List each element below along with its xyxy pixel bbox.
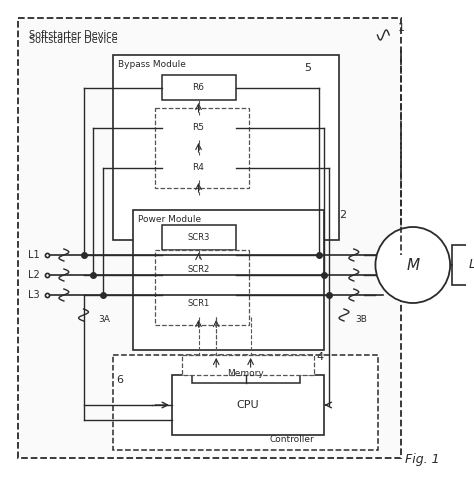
Circle shape bbox=[375, 227, 450, 303]
Bar bbox=[162, 258, 236, 283]
Bar bbox=[133, 210, 324, 350]
Bar bbox=[162, 115, 236, 140]
Bar bbox=[155, 108, 249, 188]
Text: L3: L3 bbox=[27, 290, 39, 300]
Text: 3A: 3A bbox=[98, 316, 110, 324]
Text: R5: R5 bbox=[192, 123, 204, 132]
Bar bbox=[18, 18, 401, 458]
Bar bbox=[113, 55, 339, 240]
Bar bbox=[162, 155, 236, 180]
Bar bbox=[155, 250, 249, 325]
Text: 3B: 3B bbox=[356, 316, 368, 324]
Text: Softstarter Device: Softstarter Device bbox=[29, 30, 118, 40]
Bar bbox=[162, 75, 236, 100]
Text: Bypass Module: Bypass Module bbox=[118, 60, 186, 69]
Bar bbox=[182, 355, 314, 375]
Text: SCR2: SCR2 bbox=[187, 265, 210, 274]
Bar bbox=[172, 375, 324, 435]
Bar bbox=[191, 365, 300, 383]
Text: M: M bbox=[406, 258, 419, 273]
Text: 5: 5 bbox=[305, 63, 312, 73]
Text: Power Module: Power Module bbox=[137, 215, 201, 224]
Text: L: L bbox=[468, 259, 474, 272]
Text: L1: L1 bbox=[27, 250, 39, 260]
Bar bbox=[162, 225, 236, 250]
Bar bbox=[113, 355, 378, 450]
Text: Controller: Controller bbox=[270, 435, 314, 444]
Text: Memory: Memory bbox=[228, 369, 264, 378]
Text: Fig. 1: Fig. 1 bbox=[405, 454, 440, 467]
Text: L2: L2 bbox=[27, 270, 39, 280]
Text: CPU: CPU bbox=[237, 400, 259, 410]
Text: 2: 2 bbox=[339, 210, 346, 220]
Text: SCR1: SCR1 bbox=[187, 299, 210, 308]
Bar bbox=[162, 292, 236, 317]
Text: R4: R4 bbox=[192, 162, 204, 171]
Text: Softstarter Device: Softstarter Device bbox=[29, 35, 118, 45]
Text: SCR3: SCR3 bbox=[187, 232, 210, 241]
Text: R6: R6 bbox=[192, 82, 204, 91]
Bar bbox=[452, 245, 474, 285]
Text: 1: 1 bbox=[398, 23, 405, 33]
Text: 6: 6 bbox=[116, 375, 123, 385]
Text: 4: 4 bbox=[317, 352, 324, 362]
